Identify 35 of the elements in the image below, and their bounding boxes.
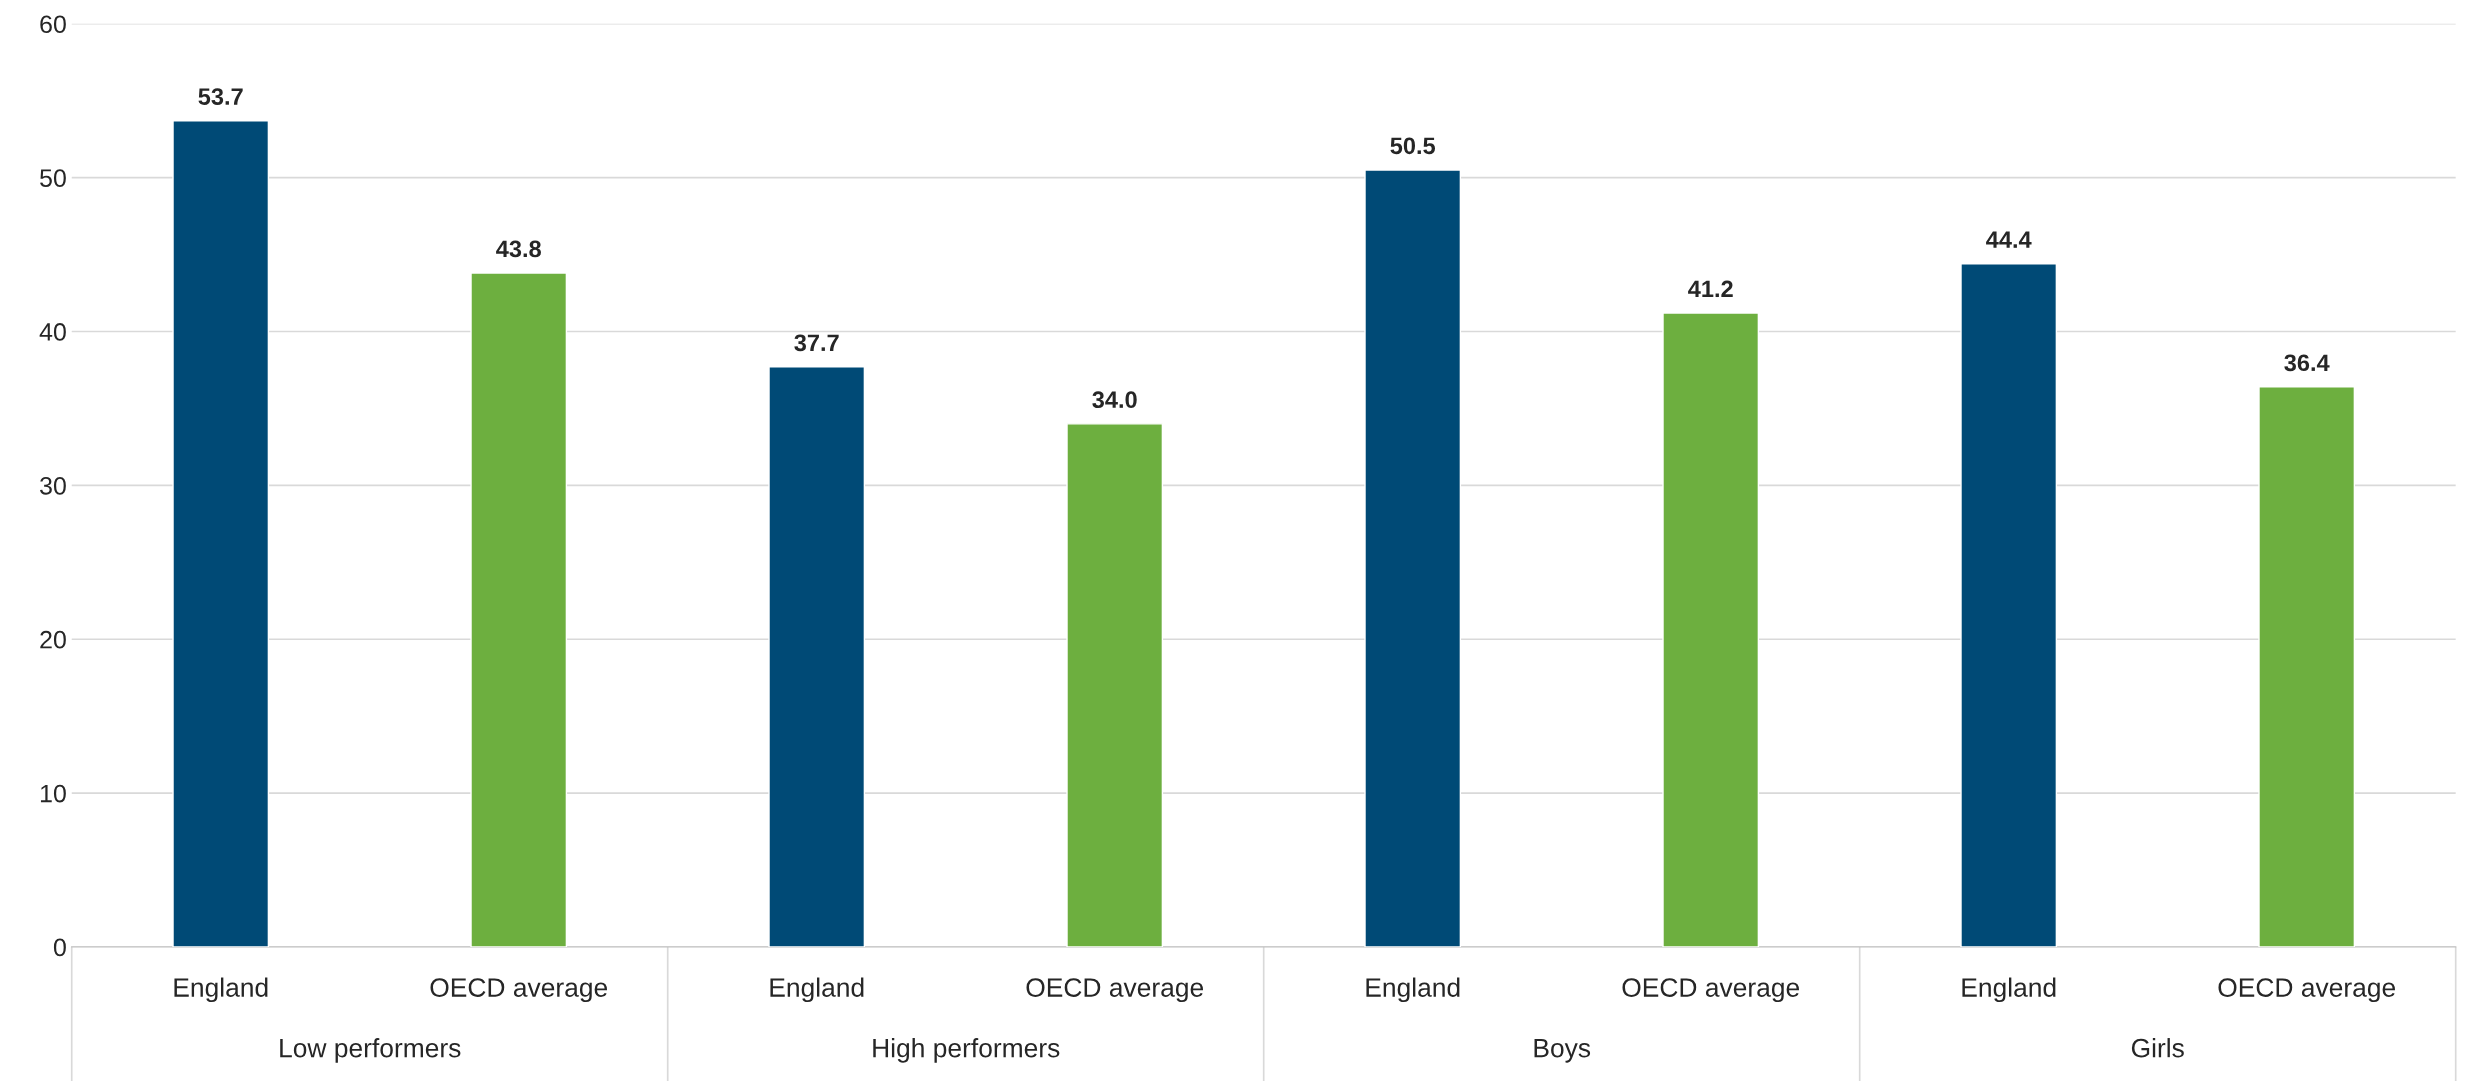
text: High performers <box>873 1038 1060 1063</box>
x-tick-label: England <box>770 977 864 1003</box>
y-tick-label: 60 <box>40 15 66 34</box>
bar <box>768 366 866 947</box>
bar <box>1066 423 1164 947</box>
x-tick-label: England <box>174 977 268 1003</box>
data-label: 36.4 <box>2284 354 2330 372</box>
y-tick-label: 40 <box>39 323 66 341</box>
data-label: 50.5 <box>1390 137 1436 155</box>
y-tick-label: 50 <box>40 169 66 187</box>
text: Low performers <box>280 1038 461 1063</box>
y-tick-label: 20 <box>40 630 66 649</box>
x-tick-label: OECD average <box>1026 978 1203 1003</box>
data-label: 34.0 <box>1092 391 1137 409</box>
bar <box>1960 263 2058 947</box>
bar <box>1662 312 1760 947</box>
x-tick-label: OECD average <box>430 978 608 1003</box>
x-tick-label: England <box>1962 977 2056 1003</box>
y-tick-label: 30 <box>40 476 66 495</box>
x-tick-label: England <box>1366 977 1460 1003</box>
data-label: 41.2 <box>1688 280 1733 298</box>
bar <box>1364 169 1462 947</box>
x-tick-label: OECD average <box>2218 978 2395 1003</box>
data-label: 44.4 <box>1986 231 2032 248</box>
bar <box>2258 386 2356 947</box>
y-tick-label: 0 <box>53 938 66 957</box>
bar <box>470 272 568 947</box>
data-label: 37.7 <box>794 334 839 352</box>
y-tick-label: 10 <box>40 784 66 803</box>
text: Boys <box>1534 1039 1591 1063</box>
data-label: 43.8 <box>496 240 541 258</box>
x-tick-label: OECD average <box>1622 978 1799 1003</box>
data-label: 53.7 <box>198 88 243 105</box>
text: Girls <box>2131 1038 2184 1058</box>
bar <box>172 120 270 947</box>
